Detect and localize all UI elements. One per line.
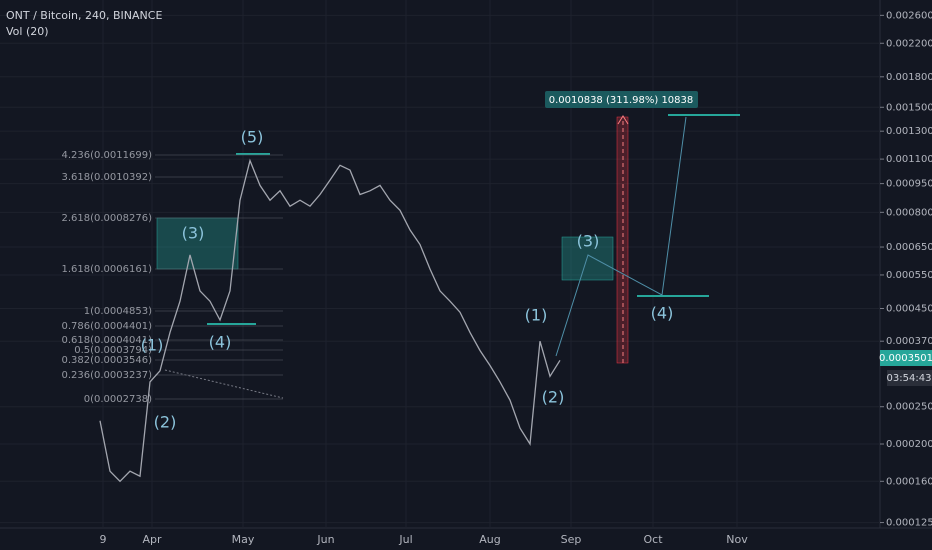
drawings <box>156 91 932 399</box>
fib-label: 0.786(0.0004401) <box>61 321 152 332</box>
x-tick-label: Oct <box>643 533 663 546</box>
fib-label: 4.236(0.0011699) <box>61 150 152 161</box>
box <box>561 236 614 281</box>
x-tick-label: 9 <box>100 533 107 546</box>
fib-label: 0(0.0002738) <box>84 394 152 405</box>
volume-label: Vol (20) <box>6 25 49 38</box>
wave-label: (1) <box>141 336 164 355</box>
fib-label: 1.618(0.0006161) <box>61 264 152 275</box>
box <box>156 217 239 270</box>
wave-label: (3) <box>182 224 205 243</box>
measure-label: 0.0010838 (311.98%) 10838 <box>549 95 694 106</box>
arrow-head <box>617 115 629 125</box>
x-tick-label: Jun <box>316 533 334 546</box>
fib-label: 2.618(0.0008276) <box>61 213 152 224</box>
wave-label: (4) <box>209 333 232 352</box>
x-tick-label: Nov <box>726 533 748 546</box>
y-tick-label: 0.0026000 <box>886 10 932 21</box>
x-tick-label: Sep <box>561 533 582 546</box>
wave-label: (4) <box>651 304 674 323</box>
fib-label: 0.5(0.0003794) <box>74 345 152 356</box>
countdown-tag <box>887 370 932 386</box>
fib-label: 1(0.0004853) <box>84 306 152 317</box>
x-tick-label: Aug <box>479 533 500 546</box>
x-tick-label: Apr <box>142 533 162 546</box>
price-tag <box>880 350 932 366</box>
fib-label: 0.236(0.0003237) <box>61 370 152 381</box>
fib-label: 0.382(0.0003546) <box>61 355 152 366</box>
countdown: 03:54:43 <box>887 373 932 384</box>
x-tick-label: Jul <box>398 533 412 546</box>
wave-label: (2) <box>542 388 565 407</box>
fib-label: 3.618(0.0010392) <box>61 172 152 183</box>
last-price: 0.0003501 <box>879 353 932 364</box>
fib-trend <box>164 369 284 399</box>
wave-label: (2) <box>154 413 177 432</box>
measure-label-box <box>545 91 698 108</box>
price-line <box>99 158 561 483</box>
wave-label: (5) <box>241 128 264 147</box>
projection-line <box>555 116 687 357</box>
x-tick-label: May <box>232 533 255 546</box>
grid <box>0 0 880 528</box>
wave-label: (3) <box>577 232 600 251</box>
wave-label: (1) <box>525 306 548 325</box>
fib-label: 0.618(0.0004041) <box>61 335 152 346</box>
symbol: ONT / Bitcoin, 240, BINANCE <box>6 9 162 22</box>
